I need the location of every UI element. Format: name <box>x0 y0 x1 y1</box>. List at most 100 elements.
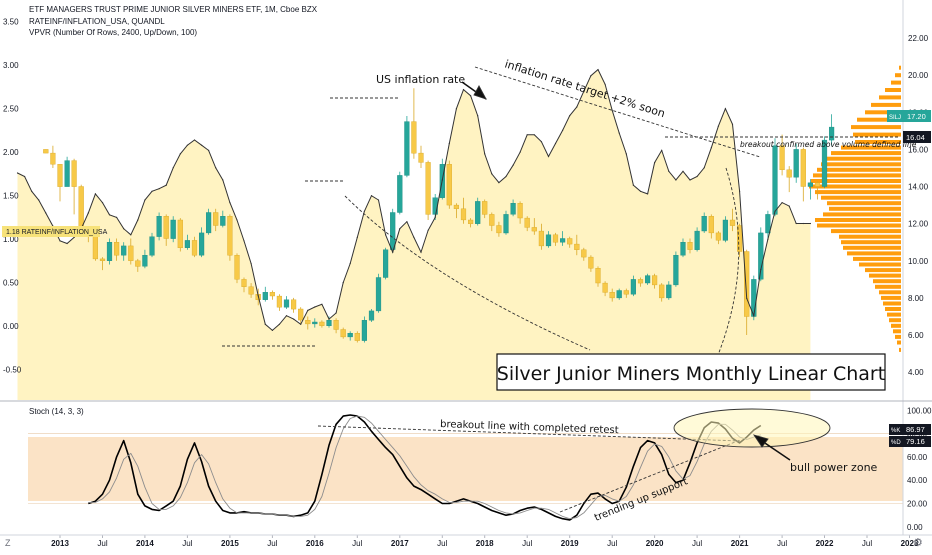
vpvr-bar <box>871 102 901 107</box>
candle-body <box>383 249 389 278</box>
candle-body <box>113 241 120 256</box>
candle-body <box>468 219 474 224</box>
vpvr-bar <box>855 140 901 144</box>
stoch-k-line <box>88 414 762 521</box>
projection-curve <box>717 167 740 356</box>
inflation-point <box>108 214 111 216</box>
inflation-point <box>144 199 146 201</box>
candle-body <box>800 149 806 187</box>
candle-body <box>312 321 318 325</box>
right-axis-tick: 12.00 <box>908 220 929 229</box>
candle-body <box>234 254 240 280</box>
inflation-point <box>767 238 769 240</box>
annotation-bull-zone: bull power zone <box>790 461 878 474</box>
candle-body <box>786 169 792 178</box>
vpvr-bar <box>899 65 901 70</box>
inflation-point <box>24 175 26 178</box>
candle-body <box>425 162 431 215</box>
vpvr-bar <box>865 110 901 115</box>
inflation-point <box>802 222 804 225</box>
inflation-point <box>519 151 521 153</box>
left-axis-tick: 2.00 <box>3 148 19 157</box>
candle-body <box>503 214 509 234</box>
k-tag-name: %K <box>891 428 900 434</box>
time-axis-tick: Jul <box>267 539 277 548</box>
candle-body <box>170 219 176 239</box>
inflation-point <box>264 323 266 325</box>
vpvr-bar <box>865 268 901 273</box>
time-axis-tick: 2019 <box>561 539 579 548</box>
candle-body <box>602 282 608 293</box>
inflation-point <box>377 199 380 201</box>
vpvr-bar <box>821 162 901 167</box>
candle-body <box>43 149 49 154</box>
candle-body <box>205 212 212 234</box>
inflation-point <box>590 75 592 77</box>
right-axis-tick: 20.00 <box>908 71 929 80</box>
candle-body <box>666 284 672 299</box>
vpvr-bar <box>817 223 901 228</box>
candle-body <box>354 333 360 341</box>
vpvr-bar <box>817 167 901 172</box>
left-axis-tick: 3.00 <box>3 61 19 70</box>
vpvr-bar <box>853 256 901 261</box>
inflation-point <box>186 144 188 146</box>
vpvr-bar <box>813 173 901 178</box>
d-tag: 79.16 <box>906 437 925 446</box>
candle-body <box>545 234 552 247</box>
inflation-point <box>307 309 309 311</box>
left-axis-tick: 1.00 <box>3 235 19 244</box>
inflation-point <box>533 134 535 136</box>
candle-body <box>298 308 304 321</box>
inflation-point <box>38 199 40 201</box>
candle-body <box>517 202 523 219</box>
inflation-point <box>661 149 663 151</box>
inflation-point <box>236 219 238 221</box>
time-axis-tick: 2015 <box>221 539 239 548</box>
left-axis-tick: 0.50 <box>3 279 19 288</box>
candle-body <box>135 260 141 267</box>
vpvr-bar <box>879 290 901 295</box>
stoch-support-line <box>559 439 741 513</box>
time-axis-tick: 2021 <box>731 539 749 548</box>
inflation-point <box>328 318 330 320</box>
inflation-point <box>250 262 252 265</box>
inflation-point <box>285 315 288 317</box>
vpvr-bar <box>841 240 901 245</box>
inflation-point <box>455 108 457 110</box>
breakout-tag: 16.04 <box>906 133 925 142</box>
vpvr-bar <box>859 262 901 267</box>
annotation-drawings <box>222 66 900 513</box>
stoch-axis-tick: 100.00 <box>907 406 932 415</box>
inflation-point <box>94 193 96 195</box>
candle-body <box>708 215 714 234</box>
inflation-point <box>222 179 224 181</box>
candle-body <box>319 321 325 326</box>
candle-body <box>531 227 537 232</box>
vpvr-bar <box>893 329 901 334</box>
stoch-title: Stoch (14, 3, 3) <box>29 407 84 416</box>
settings-icon[interactable]: ⚙ <box>913 537 923 549</box>
bull-zone-arrowhead <box>752 434 769 448</box>
inflation-point <box>130 234 132 236</box>
inflation-point <box>470 95 472 97</box>
inflation-point <box>540 141 543 143</box>
right-axis-tick: 10.00 <box>908 257 929 266</box>
inflation-point <box>760 269 762 271</box>
candle-body <box>347 333 353 338</box>
vpvr-bar <box>895 334 901 339</box>
candle-body <box>765 214 771 234</box>
inflation-point <box>314 306 316 308</box>
candle-body <box>404 121 410 176</box>
vpvr-bar <box>815 218 901 222</box>
inflation-point <box>562 129 564 131</box>
inflation-point <box>73 236 75 238</box>
candle-body <box>552 234 559 243</box>
timezone-icon[interactable]: Z <box>5 538 11 548</box>
vpvr-bar <box>841 145 901 150</box>
inflation-point <box>66 242 68 245</box>
vpvr-bar <box>879 95 901 100</box>
inflation-point <box>158 188 160 190</box>
vpvr-bar <box>889 318 901 323</box>
